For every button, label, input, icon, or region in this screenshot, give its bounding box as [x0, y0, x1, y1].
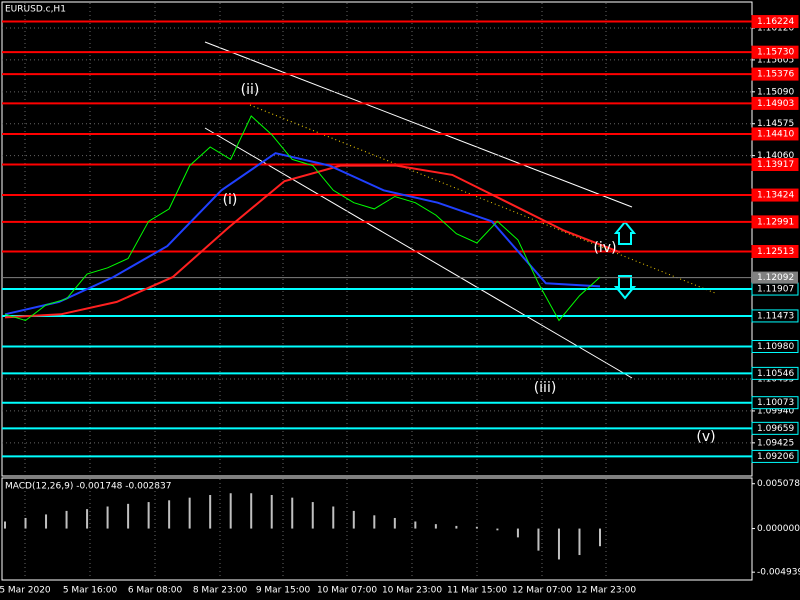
- x-tick-label: 12 Mar 23:00: [576, 586, 636, 596]
- resistance-level-tag: [751, 245, 799, 259]
- wave-label: (iii): [534, 380, 557, 396]
- x-tick-label: 9 Mar 15:00: [256, 586, 311, 596]
- support-level-tag: [751, 339, 799, 353]
- resistance-level-tag: [751, 67, 799, 81]
- resistance-level-label: 1.15376: [757, 70, 794, 80]
- x-tick-label: 6 Mar 08:00: [128, 586, 183, 596]
- x-tick-label: 5 Mar 16:00: [63, 586, 118, 596]
- x-tick-label: 11 Mar 15:00: [447, 586, 507, 596]
- y-tick-label: 1.09940: [757, 406, 794, 416]
- support-level-label: 1.11473: [757, 311, 794, 321]
- wave-label: (i): [223, 192, 238, 208]
- x-tick-label: 5 Mar 2020: [0, 586, 51, 596]
- support-level-label: 1.09659: [757, 424, 794, 434]
- support-level-label: 1.11907: [757, 285, 794, 295]
- support-level-tag: [751, 366, 799, 380]
- resistance-level-tag: [751, 15, 799, 29]
- support-level-label: 1.10073: [757, 398, 794, 408]
- support-level-label: 1.10980: [757, 342, 794, 352]
- current-price-label: 1.12092: [757, 273, 794, 283]
- x-tick-label: 12 Mar 07:00: [512, 586, 572, 596]
- resistance-level-label: 1.12513: [757, 247, 794, 257]
- up-arrow: [613, 220, 637, 245]
- resistance-level-label: 1.13917: [757, 160, 794, 170]
- chart-title: EURUSD.c,H1: [5, 5, 66, 15]
- resistance-level-label: 1.15730: [757, 48, 794, 58]
- wave-label: (iv): [593, 240, 616, 256]
- macd-tick-label: 0.000000: [757, 524, 800, 534]
- y-tick-label: 1.16120: [757, 24, 794, 34]
- moving-average: [4, 164, 621, 319]
- resistance-level-tag: [751, 188, 799, 202]
- resistance-level-label: 1.16224: [757, 17, 794, 27]
- channel-line: [204, 127, 633, 379]
- y-tick-label: 1.15090: [757, 87, 794, 97]
- resistance-level-label: 1.13424: [757, 191, 794, 201]
- resistance-level-label: 1.14903: [757, 99, 794, 109]
- resistance-level-tag: [751, 215, 799, 229]
- wave-label: (v): [696, 429, 715, 445]
- resistance-level-tag: [751, 127, 799, 141]
- support-level-label: 1.10546: [757, 369, 794, 379]
- macd-tick-label: 0.005078: [757, 479, 800, 489]
- resistance-level-tag: [751, 158, 799, 172]
- support-level-tag: [751, 396, 799, 410]
- support-level-label: 1.09206: [757, 452, 794, 462]
- current-price-tag: [752, 271, 798, 284]
- y-tick-label: 1.14060: [757, 151, 794, 161]
- x-tick-label: 10 Mar 23:00: [382, 586, 442, 596]
- resistance-level-tag: [751, 45, 799, 59]
- main-pane-frame: [1, 1, 753, 477]
- y-tick-label: 1.09425: [757, 438, 794, 448]
- channel-line: [204, 41, 633, 208]
- x-tick-label: 10 Mar 07:00: [317, 586, 377, 596]
- support-level-tag: [751, 449, 799, 463]
- macd-label: MACD(12,26,9) -0.001748 -0.002837: [5, 482, 171, 492]
- price-line: [4, 115, 601, 322]
- resistance-level-label: 1.12991: [757, 217, 794, 227]
- macd-tick-label: -0.004939: [757, 568, 800, 578]
- y-tick-label: 1.14575: [757, 119, 794, 129]
- support-level-tag: [751, 309, 799, 323]
- resistance-level-tag: [751, 96, 799, 110]
- y-tick-label: 1.15605: [757, 55, 794, 65]
- resistance-level-label: 1.14410: [757, 129, 794, 139]
- moving-average: [4, 152, 601, 316]
- wave-label: (ii): [241, 82, 260, 98]
- x-tick-label: 8 Mar 23:00: [193, 586, 248, 596]
- support-level-tag: [751, 421, 799, 435]
